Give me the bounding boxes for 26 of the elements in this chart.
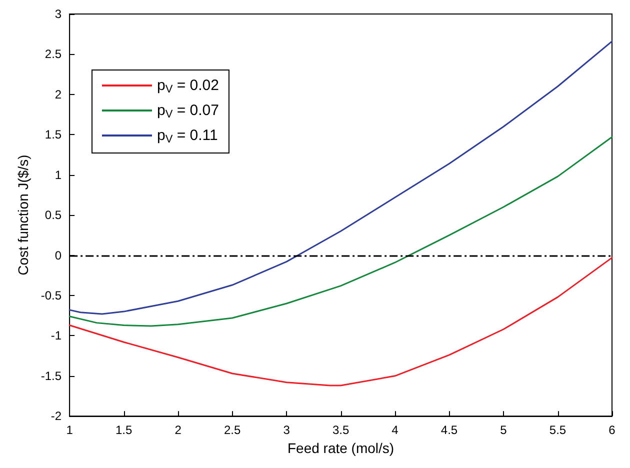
x-tick-label: 5 — [500, 423, 508, 438]
x-tick-label: 6 — [608, 423, 616, 438]
x-tick-label: 2 — [174, 423, 182, 438]
line-series — [68, 40, 613, 315]
y-axis-title: Cost function J($/s) — [15, 154, 31, 276]
y-tick-label: -2 — [50, 409, 62, 424]
line-series — [68, 256, 613, 386]
x-tick-label: 1.5 — [115, 423, 132, 438]
y-tick-label: 0.5 — [44, 208, 62, 222]
y-tick-label: -1 — [50, 328, 62, 343]
y-tick-label: 1.5 — [44, 128, 62, 142]
x-tick-label: 4 — [392, 423, 399, 438]
x-tick-label: 3.5 — [332, 423, 350, 438]
y-tick-label: 2.5 — [44, 47, 62, 62]
x-tick-label: 3 — [283, 423, 290, 438]
y-tick-label: 2 — [54, 87, 62, 102]
x-tick-label: 5.5 — [549, 423, 566, 438]
y-tick-label: -0.5 — [40, 288, 62, 302]
x-tick-label: 4.5 — [440, 423, 458, 438]
y-tick-label: 1 — [54, 168, 62, 182]
y-tick-label: -1.5 — [40, 368, 62, 383]
y-tick-label: 0 — [54, 248, 62, 262]
x-tick-label: 2.5 — [224, 423, 241, 438]
x-axis-title: Feed rate (mol/s) — [287, 440, 394, 456]
y-tick-label: 3 — [54, 7, 62, 21]
x-tick-label: 1 — [66, 423, 74, 438]
